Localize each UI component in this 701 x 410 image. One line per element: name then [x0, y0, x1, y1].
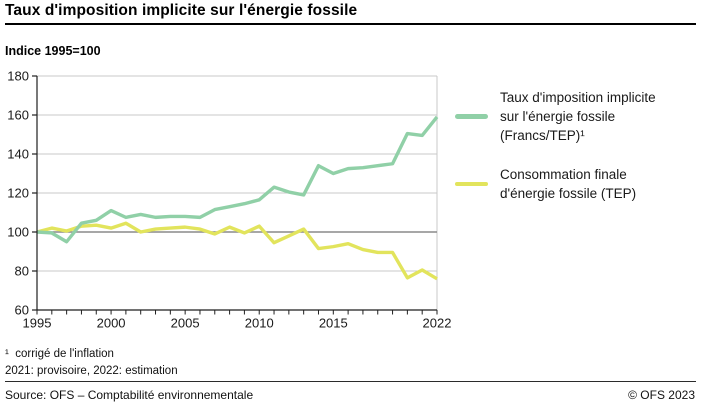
svg-text:180: 180: [7, 69, 29, 84]
legend-item-tax-rate: Taux d'imposition implicite sur l'énergi…: [455, 88, 700, 145]
chart-subtitle: Indice 1995=100: [5, 44, 101, 58]
legend: Taux d'imposition implicite sur l'énergi…: [455, 88, 700, 223]
footnote-inflation: ¹ corrigé de l'inflation: [5, 348, 114, 360]
svg-text:2000: 2000: [97, 316, 126, 331]
footnotes: ¹ corrigé de l'inflation 2021: provisoir…: [5, 346, 178, 379]
svg-text:160: 160: [7, 108, 29, 123]
footer-divider: [5, 381, 696, 382]
legend-item-consumption: Consommation finale d'énergie fossile (T…: [455, 165, 700, 203]
svg-text:100: 100: [7, 225, 29, 240]
footer-source: Source: OFS – Comptabilité environnement…: [5, 388, 254, 402]
svg-text:120: 120: [7, 186, 29, 201]
footer-copyright: © OFS 2023: [628, 388, 695, 402]
page-title: Taux d'imposition implicite sur l'énergi…: [5, 2, 358, 19]
footnote-provisional: 2021: provisoire, 2022: estimation: [5, 364, 178, 377]
legend-label-tax-rate: Taux d'imposition implicite sur l'énergi…: [500, 90, 656, 143]
legend-line-swatch-yellow: [455, 181, 488, 187]
svg-text:140: 140: [7, 147, 29, 162]
legend-label-consumption: Consommation finale d'énergie fossile (T…: [500, 167, 637, 201]
chart-area: 60 80 100 120 140 160 180 1995 2000 2005 2010 2015 2…: [0, 60, 460, 345]
svg-text:80: 80: [15, 264, 29, 279]
title-divider: [5, 23, 696, 25]
svg-text:1995: 1995: [23, 316, 52, 331]
svg-text:2015: 2015: [319, 316, 348, 331]
line-chart: 60 80 100 120 140 160 180 1995 2000 2005 2010 2015 2…: [7, 69, 452, 331]
svg-text:2022: 2022: [423, 316, 452, 331]
svg-text:2005: 2005: [171, 316, 200, 331]
svg-text:60: 60: [15, 303, 29, 318]
svg-text:2010: 2010: [245, 316, 274, 331]
legend-line-swatch-green: [455, 114, 488, 119]
